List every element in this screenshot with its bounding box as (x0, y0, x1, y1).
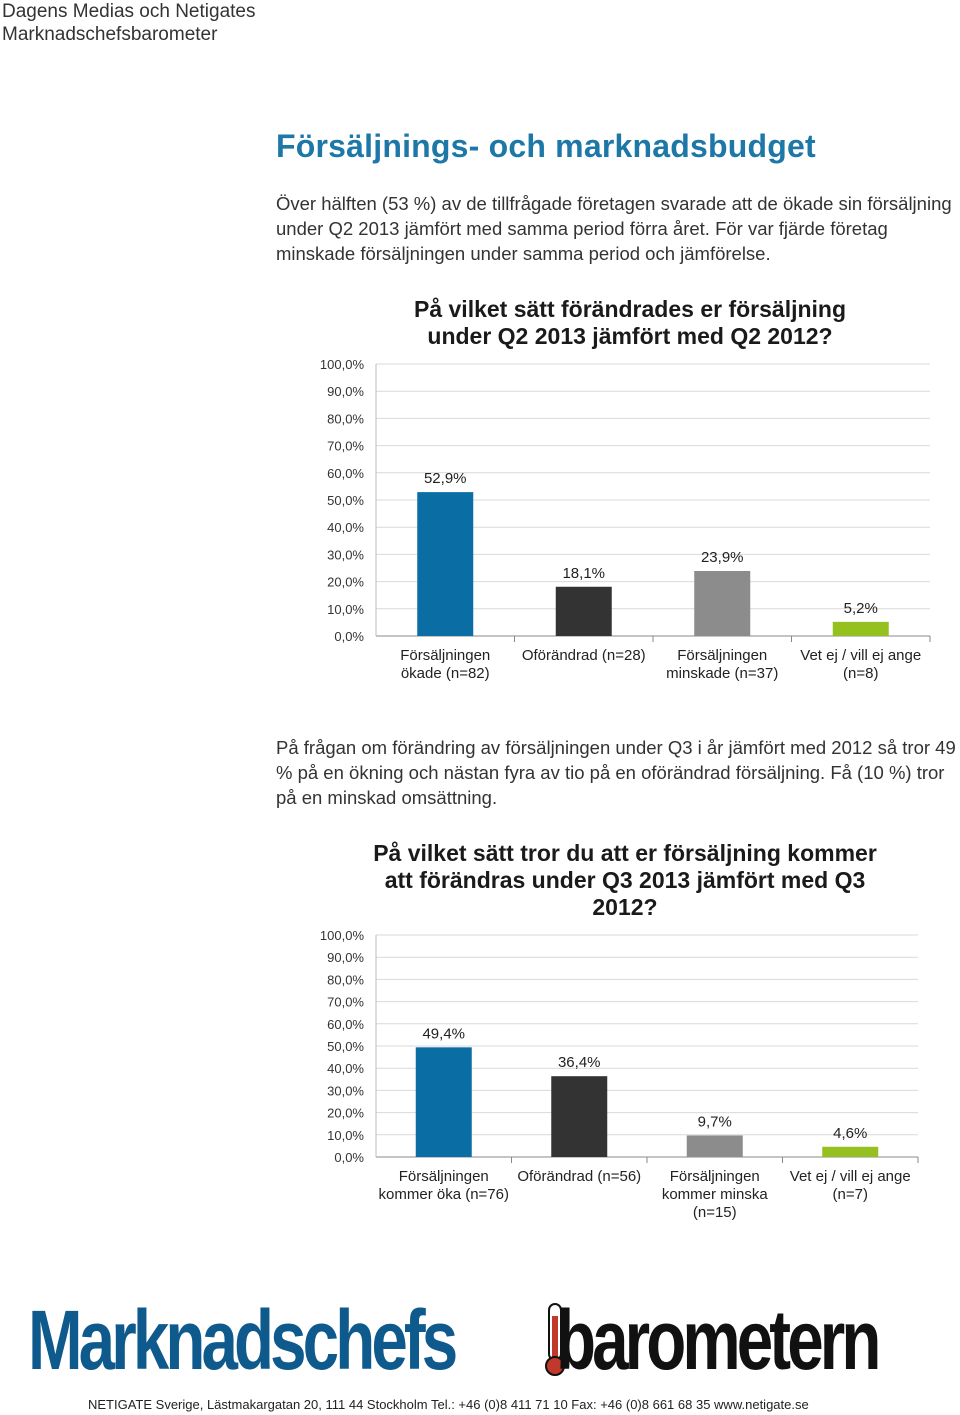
y-tick-label: 0,0% (334, 629, 364, 644)
y-tick-label: 70,0% (327, 995, 364, 1010)
category-label-1: Försäljningen (400, 647, 490, 664)
category-label-1: ökade (n=82) (401, 665, 490, 682)
y-tick-label: 60,0% (327, 1017, 364, 1032)
bar-3 (694, 570, 751, 636)
bar-4 (832, 621, 889, 636)
data-label-2: 36,4% (558, 1054, 601, 1071)
category-label-4: (n=7) (833, 1186, 868, 1203)
intro-paragraph: Över hälften (53 %) av de tillfrågade fö… (276, 193, 952, 264)
category-label-4: Vet ej / vill ej ange (790, 1168, 911, 1185)
chart-2: 0,0% 10,0% 20,0% 30,0% 40,0% 50,0% 60,0% 70,0% 8… (320, 928, 919, 1221)
data-label-1: 49,4% (422, 1025, 465, 1042)
y-tick-label: 100,0% (320, 928, 365, 943)
page-title: Försäljnings- och marknadsbudget (276, 128, 816, 164)
logo-text-part1: Marknadschefs (28, 1293, 458, 1387)
header-line-2: Marknadschefsbarometer (2, 24, 218, 45)
bar-4 (822, 1146, 879, 1157)
y-tick-label: 10,0% (327, 1128, 364, 1143)
category-label-2: Oförändrad (n=28) (522, 647, 646, 664)
category-label-3: kommer minska (662, 1186, 769, 1203)
category-label-3: minskade (n=37) (666, 665, 778, 682)
mid-paragraph: På frågan om förändring av försäljningen… (276, 737, 956, 808)
bar-2 (551, 1076, 608, 1157)
y-tick-label: 70,0% (327, 439, 364, 454)
y-tick-label: 50,0% (327, 493, 364, 508)
bar-1 (415, 1047, 472, 1157)
data-label-1: 52,9% (424, 470, 467, 487)
chart-1-title: På vilket sätt förändrades er försäljnin… (413, 296, 847, 349)
y-tick-label: 80,0% (327, 972, 364, 987)
y-tick-label: 90,0% (327, 384, 364, 399)
y-tick-label: 80,0% (327, 411, 364, 426)
category-label-1: Försäljningen (399, 1168, 489, 1185)
thermometer-icon (545, 1303, 566, 1376)
y-tick-label: 100,0% (320, 357, 365, 372)
header-line-1: Dagens Medias och Netigates (2, 1, 256, 22)
y-tick-label: 40,0% (327, 1061, 364, 1076)
y-tick-label: 10,0% (327, 602, 364, 617)
data-label-3: 23,9% (701, 549, 744, 566)
bar-3 (686, 1135, 743, 1157)
marknadschefsbarometern-logo: Marknadschefs barometern (28, 1293, 938, 1387)
bar-2 (555, 586, 612, 636)
data-label-4: 5,2% (844, 600, 878, 617)
y-tick-label: 30,0% (327, 547, 364, 562)
y-tick-label: 90,0% (327, 950, 364, 965)
category-label-4: (n=8) (843, 665, 878, 682)
chart-1: 0,0% 10,0% 20,0% 30,0% 40,0% 50,0% 60,0% 70,0% 8… (320, 357, 931, 682)
category-label-2: Oförändrad (n=56) (517, 1168, 641, 1185)
y-tick-label: 60,0% (327, 466, 364, 481)
logo-text-part2: barometern (556, 1293, 881, 1387)
data-label-4: 4,6% (833, 1125, 867, 1142)
data-label-2: 18,1% (562, 565, 605, 582)
y-tick-label: 30,0% (327, 1083, 364, 1098)
y-tick-label: 20,0% (327, 575, 364, 590)
chart-2-title: På vilket sätt tror du att er försäljnin… (373, 840, 877, 920)
bar-1 (417, 492, 474, 636)
y-tick-label: 20,0% (327, 1106, 364, 1121)
category-label-3: Försäljningen (677, 647, 767, 664)
y-tick-label: 40,0% (327, 520, 364, 535)
category-label-3: Försäljningen (670, 1168, 760, 1185)
y-tick-label: 0,0% (334, 1150, 364, 1165)
category-label-4: Vet ej / vill ej ange (800, 647, 921, 664)
data-label-3: 9,7% (698, 1113, 732, 1130)
category-label-3: (n=15) (693, 1204, 737, 1221)
category-label-1: kommer öka (n=76) (379, 1186, 509, 1203)
y-tick-label: 50,0% (327, 1039, 364, 1054)
footer-contact: NETIGATE Sverige, Lästmakargatan 20, 111… (88, 1397, 809, 1412)
